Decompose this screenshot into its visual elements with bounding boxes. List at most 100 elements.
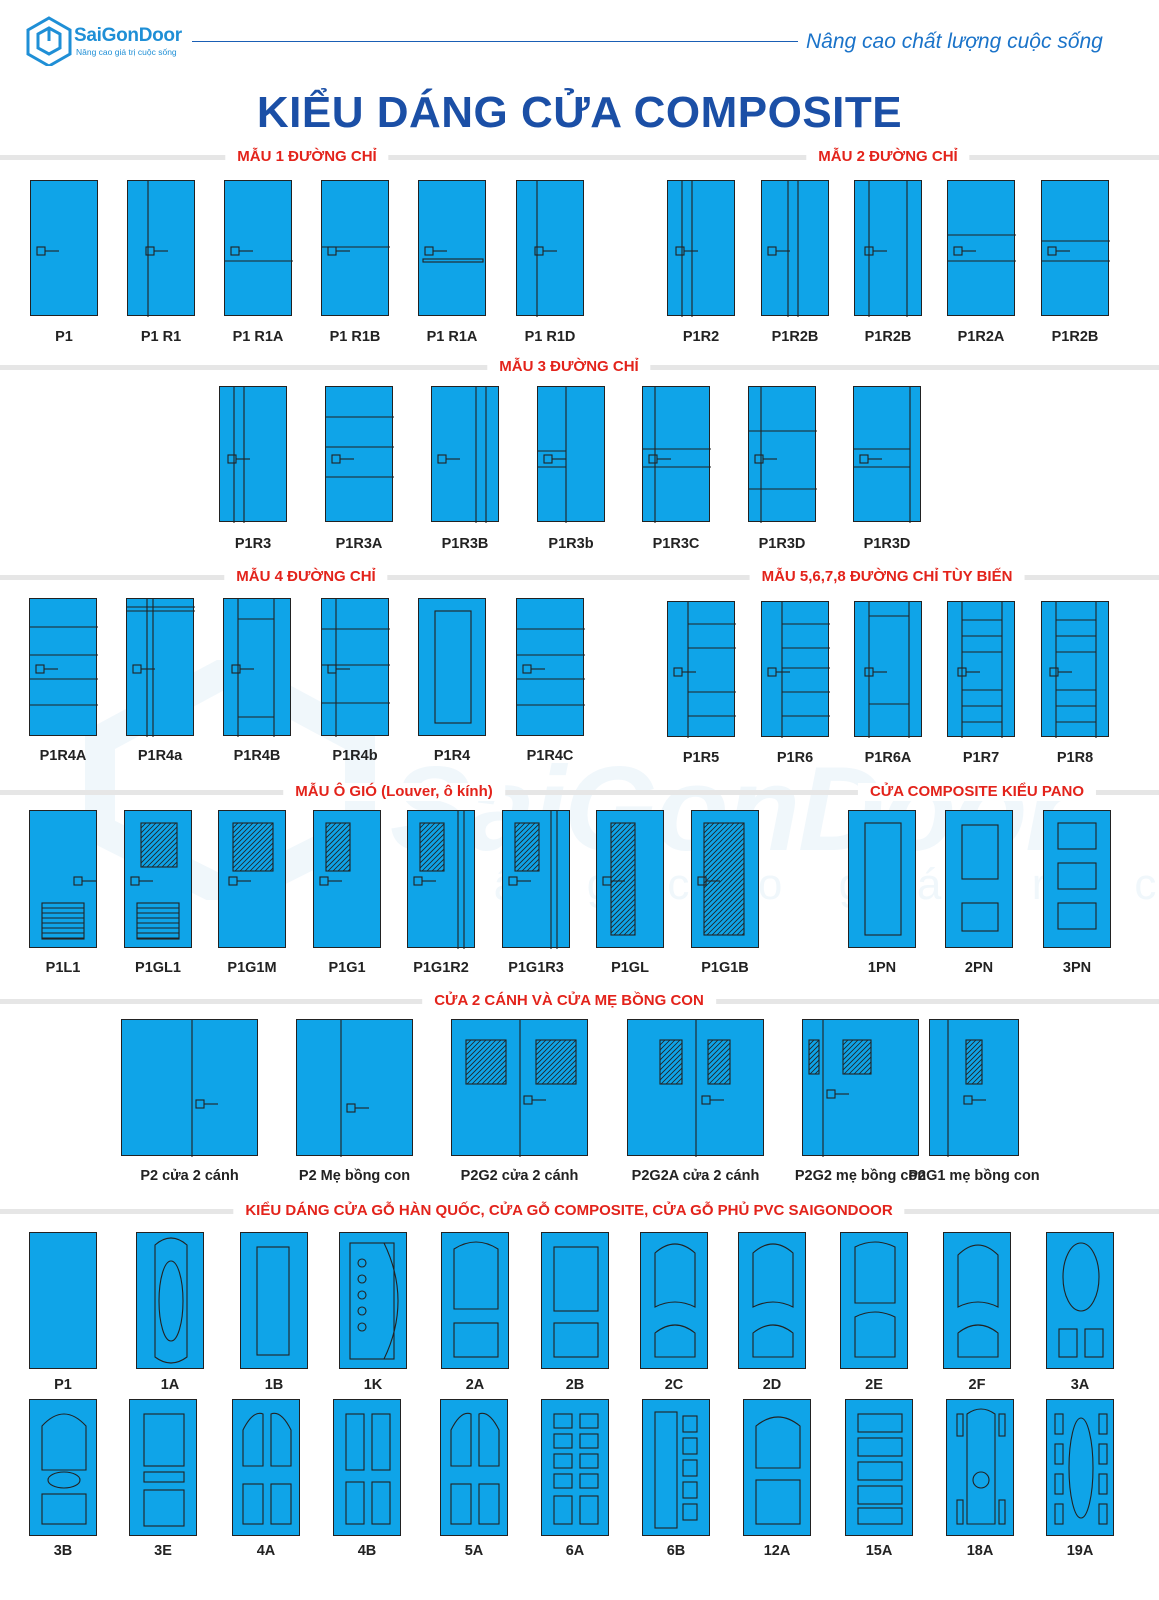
door-row6-7 bbox=[738, 1232, 806, 1369]
door-drawing bbox=[508, 811, 558, 949]
door-drawing bbox=[767, 602, 830, 738]
door-label: 18A bbox=[966, 1543, 994, 1559]
door-label: P1R3D bbox=[863, 536, 911, 552]
door-label: P1G1M bbox=[227, 960, 277, 976]
tagline: Nâng cao chất lượng cuộc sống bbox=[806, 30, 1103, 53]
door-row4-2 bbox=[218, 810, 286, 948]
door-label: 2C bbox=[664, 1377, 684, 1393]
door-label: 2E bbox=[865, 1377, 883, 1393]
door-label: 3A bbox=[1070, 1377, 1090, 1393]
door-row7-4 bbox=[440, 1399, 508, 1536]
door-drawing bbox=[319, 822, 351, 886]
door-label: P1R3b bbox=[548, 536, 594, 552]
door-label: P2 Mẹ bồng con bbox=[298, 1168, 411, 1184]
door-row6-3 bbox=[339, 1232, 407, 1369]
door-label: P1R4 bbox=[433, 748, 471, 764]
door-drawing bbox=[345, 1413, 391, 1525]
door-label: P1R3D bbox=[758, 536, 806, 552]
door-row2-6 bbox=[853, 386, 921, 523]
brand-slogan: Nâng cao giá trị cuộc sống bbox=[76, 47, 177, 57]
door-drawing bbox=[256, 1246, 290, 1356]
door-drawing bbox=[349, 1242, 399, 1360]
door-row6-4 bbox=[441, 1232, 509, 1369]
door-row6-10 bbox=[1046, 1232, 1114, 1369]
door-label: 3B bbox=[53, 1543, 73, 1559]
brand-name: SaiGonDoor bbox=[74, 25, 182, 46]
door-drawing bbox=[41, 1413, 87, 1525]
door-label: 19A bbox=[1066, 1543, 1094, 1559]
door-row3-7 bbox=[761, 601, 830, 738]
door-row7-6 bbox=[642, 1399, 710, 1536]
door-row5-4 bbox=[802, 1019, 919, 1157]
door-drawing bbox=[322, 599, 390, 737]
door-label: P1 R1 bbox=[140, 329, 182, 345]
door-label: P1G1 bbox=[328, 960, 366, 976]
door-row5-2 bbox=[451, 1019, 588, 1157]
door-row7-10 bbox=[1046, 1399, 1114, 1536]
door-label: P1R3B bbox=[441, 536, 489, 552]
door-label: P1R3 bbox=[234, 536, 272, 552]
door-drawing bbox=[434, 610, 472, 724]
door-row3-5 bbox=[516, 598, 585, 736]
door-drawing bbox=[755, 1416, 801, 1525]
door-row3-8 bbox=[854, 601, 922, 738]
door-row5-3 bbox=[627, 1019, 764, 1157]
door-row4-0 bbox=[29, 810, 97, 948]
door-drawing bbox=[948, 234, 1016, 262]
door-row5-1 bbox=[296, 1019, 413, 1157]
door-row1-9 bbox=[947, 180, 1016, 316]
door-label: 2F bbox=[968, 1377, 986, 1393]
door-drawing bbox=[36, 246, 59, 256]
door-drawing bbox=[752, 1243, 794, 1358]
door-label: 1B bbox=[264, 1377, 284, 1393]
door-row6-6 bbox=[640, 1232, 708, 1369]
door-row7-2 bbox=[232, 1399, 300, 1536]
door-row4-5 bbox=[502, 810, 570, 949]
logo-icon bbox=[26, 16, 72, 68]
door-row2-0 bbox=[219, 386, 287, 523]
door-label: 1A bbox=[160, 1377, 180, 1393]
door-drawing bbox=[228, 822, 274, 886]
door-drawing bbox=[231, 599, 275, 737]
section-title-custom: MẪU 5,6,7,8 ĐƯỜNG CHỈ TÙY BIẾN bbox=[749, 568, 1025, 586]
door-label: 2B bbox=[565, 1377, 585, 1393]
door-label: P1R4b bbox=[332, 748, 378, 764]
door-row2-2 bbox=[431, 386, 499, 523]
door-row7-7 bbox=[743, 1399, 811, 1536]
door-row4-4 bbox=[407, 810, 475, 949]
door-drawing bbox=[864, 822, 902, 936]
door-label: P1R4A bbox=[39, 748, 87, 764]
door-row2-3 bbox=[537, 386, 605, 523]
door-row2-4 bbox=[642, 386, 711, 523]
door-drawing bbox=[326, 416, 394, 478]
door-label: P1GL bbox=[611, 960, 649, 976]
door-label: 3PN bbox=[1062, 960, 1092, 976]
door-row3-9 bbox=[947, 601, 1015, 738]
door-drawing bbox=[957, 602, 1003, 738]
door-drawing bbox=[553, 1413, 599, 1525]
door-drawing bbox=[857, 1413, 903, 1525]
door-drawing bbox=[1058, 1242, 1104, 1358]
door-row1-10 bbox=[1041, 180, 1110, 316]
door-row7-9 bbox=[946, 1399, 1014, 1536]
door-drawing bbox=[453, 1241, 499, 1358]
door-label: P2G1 mẹ bồng con bbox=[908, 1168, 1040, 1184]
door-row1-6 bbox=[667, 180, 735, 317]
door-drawing bbox=[1042, 240, 1110, 262]
door-drawing bbox=[30, 1233, 98, 1370]
door-row6-5 bbox=[541, 1232, 609, 1369]
door-row4-8 bbox=[848, 810, 916, 948]
door-label: P1R2B bbox=[771, 329, 819, 345]
door-label: P2 cửa 2 cánh bbox=[140, 1168, 239, 1184]
page-title: KIỂU DÁNG CỬA COMPOSITE bbox=[256, 88, 903, 137]
door-drawing bbox=[413, 811, 465, 949]
door-drawing bbox=[659, 1020, 731, 1157]
door-drawing bbox=[749, 387, 817, 523]
door-label: 6B bbox=[666, 1543, 686, 1559]
door-label: P1R3C bbox=[652, 536, 700, 552]
door-row1-5 bbox=[516, 180, 584, 317]
door-drawing bbox=[864, 602, 910, 738]
door-drawing bbox=[961, 824, 999, 932]
door-row3-0 bbox=[29, 598, 98, 736]
door-drawing bbox=[154, 1237, 188, 1364]
